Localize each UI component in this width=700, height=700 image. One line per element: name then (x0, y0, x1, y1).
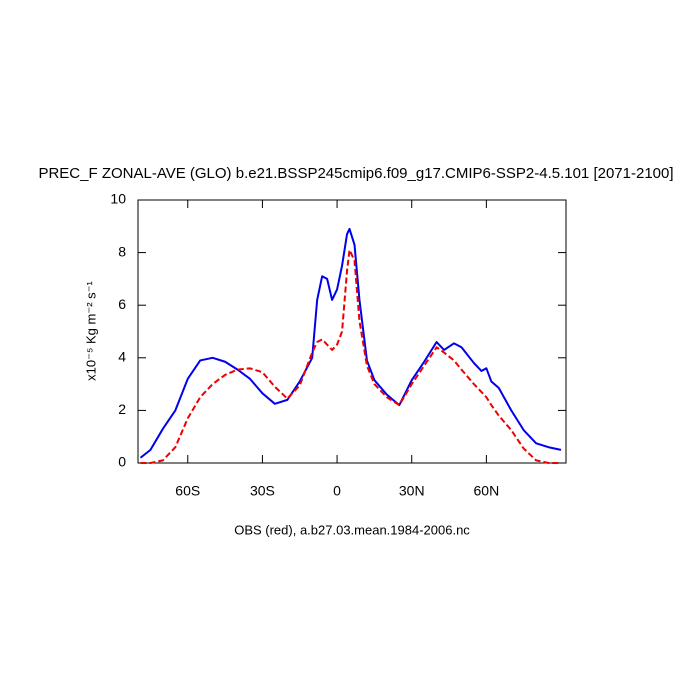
y-axis-label: x10⁻⁵ Kg m⁻² s⁻¹ (83, 281, 98, 381)
x-tick-label: 30S (250, 483, 275, 499)
y-tick-label: 6 (118, 296, 126, 312)
y-tick-label: 2 (118, 401, 126, 417)
y-tick-label: 0 (118, 454, 126, 470)
x-tick-label: 60N (474, 483, 500, 499)
x-tick-label: 0 (333, 483, 341, 499)
data-line (139, 227, 562, 459)
x-axis-label: OBS (red), a.b27.03.mean.1984-2006.nc (234, 522, 470, 537)
plot-frame (137, 199, 567, 464)
y-tick-label: 4 (118, 349, 126, 365)
y-tick-label: 8 (118, 243, 126, 259)
y-tick-label: 10 (110, 191, 126, 207)
data-line (140, 248, 562, 464)
chart-title: PREC_F ZONAL-AVE (GLO) b.e21.BSSP245cmip… (38, 165, 673, 182)
x-tick-label: 60S (175, 483, 200, 499)
x-tick-label: 30N (399, 483, 425, 499)
